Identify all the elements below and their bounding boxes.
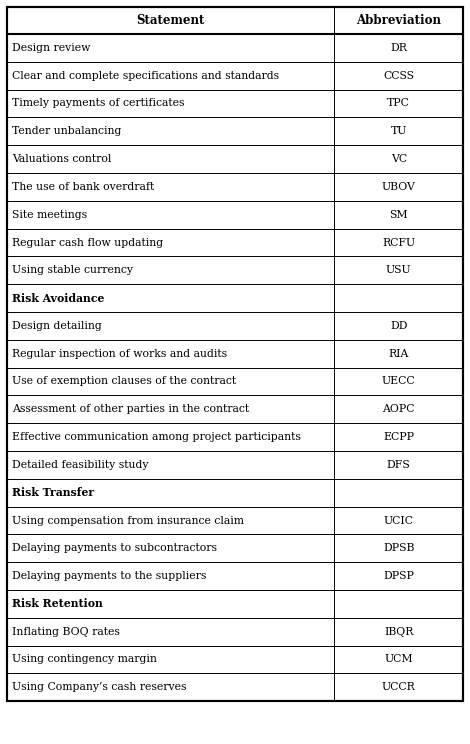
Text: DPSB: DPSB bbox=[383, 543, 415, 554]
Text: Timely payments of certificates: Timely payments of certificates bbox=[12, 98, 185, 109]
Text: Regular cash flow updating: Regular cash flow updating bbox=[12, 237, 163, 248]
Text: Site meetings: Site meetings bbox=[12, 210, 87, 219]
Text: DR: DR bbox=[390, 43, 407, 53]
Text: Using contingency margin: Using contingency margin bbox=[12, 655, 157, 664]
Text: AOPC: AOPC bbox=[383, 404, 415, 414]
Text: CCSS: CCSS bbox=[383, 71, 414, 80]
Text: Delaying payments to subcontractors: Delaying payments to subcontractors bbox=[12, 543, 217, 554]
Text: Tender unbalancing: Tender unbalancing bbox=[12, 126, 121, 136]
Text: VC: VC bbox=[391, 154, 407, 164]
Text: Risk Avoidance: Risk Avoidance bbox=[12, 292, 104, 304]
Text: Design review: Design review bbox=[12, 43, 90, 53]
Text: UECC: UECC bbox=[382, 376, 415, 386]
Text: Assessment of other parties in the contract: Assessment of other parties in the contr… bbox=[12, 404, 249, 414]
Text: Valuations control: Valuations control bbox=[12, 154, 111, 164]
Text: UCM: UCM bbox=[384, 655, 413, 664]
Text: Regular inspection of works and audits: Regular inspection of works and audits bbox=[12, 349, 227, 359]
Text: ECPP: ECPP bbox=[383, 432, 414, 442]
Text: Inflating BOQ rates: Inflating BOQ rates bbox=[12, 626, 120, 637]
Text: RCFU: RCFU bbox=[382, 237, 415, 248]
Text: Abbreviation: Abbreviation bbox=[356, 14, 441, 27]
Text: UCCR: UCCR bbox=[382, 682, 415, 693]
Text: RIA: RIA bbox=[389, 349, 409, 359]
Text: IBQR: IBQR bbox=[384, 626, 414, 637]
Text: DPSP: DPSP bbox=[383, 571, 414, 581]
Text: Detailed feasibility study: Detailed feasibility study bbox=[12, 460, 149, 470]
Text: Effective communication among project participants: Effective communication among project pa… bbox=[12, 432, 301, 442]
Text: TU: TU bbox=[391, 126, 407, 136]
Text: Clear and complete specifications and standards: Clear and complete specifications and st… bbox=[12, 71, 279, 80]
Text: Using stable currency: Using stable currency bbox=[12, 266, 133, 275]
Text: Risk Transfer: Risk Transfer bbox=[12, 487, 94, 498]
Text: Risk Retention: Risk Retention bbox=[12, 598, 103, 609]
Text: TPC: TPC bbox=[387, 98, 410, 109]
Text: Design detailing: Design detailing bbox=[12, 321, 102, 331]
Text: Statement: Statement bbox=[136, 14, 205, 27]
Text: USU: USU bbox=[386, 266, 412, 275]
Text: Using compensation from insurance claim: Using compensation from insurance claim bbox=[12, 516, 244, 525]
Text: Using Company’s cash reserves: Using Company’s cash reserves bbox=[12, 682, 187, 693]
Text: Delaying payments to the suppliers: Delaying payments to the suppliers bbox=[12, 571, 206, 581]
Text: DFS: DFS bbox=[387, 460, 411, 470]
Text: UBOV: UBOV bbox=[382, 182, 415, 192]
Text: SM: SM bbox=[389, 210, 408, 219]
Text: UCIC: UCIC bbox=[384, 516, 414, 525]
Text: DD: DD bbox=[390, 321, 407, 331]
Text: Use of exemption clauses of the contract: Use of exemption clauses of the contract bbox=[12, 376, 236, 386]
Text: The use of bank overdraft: The use of bank overdraft bbox=[12, 182, 154, 192]
